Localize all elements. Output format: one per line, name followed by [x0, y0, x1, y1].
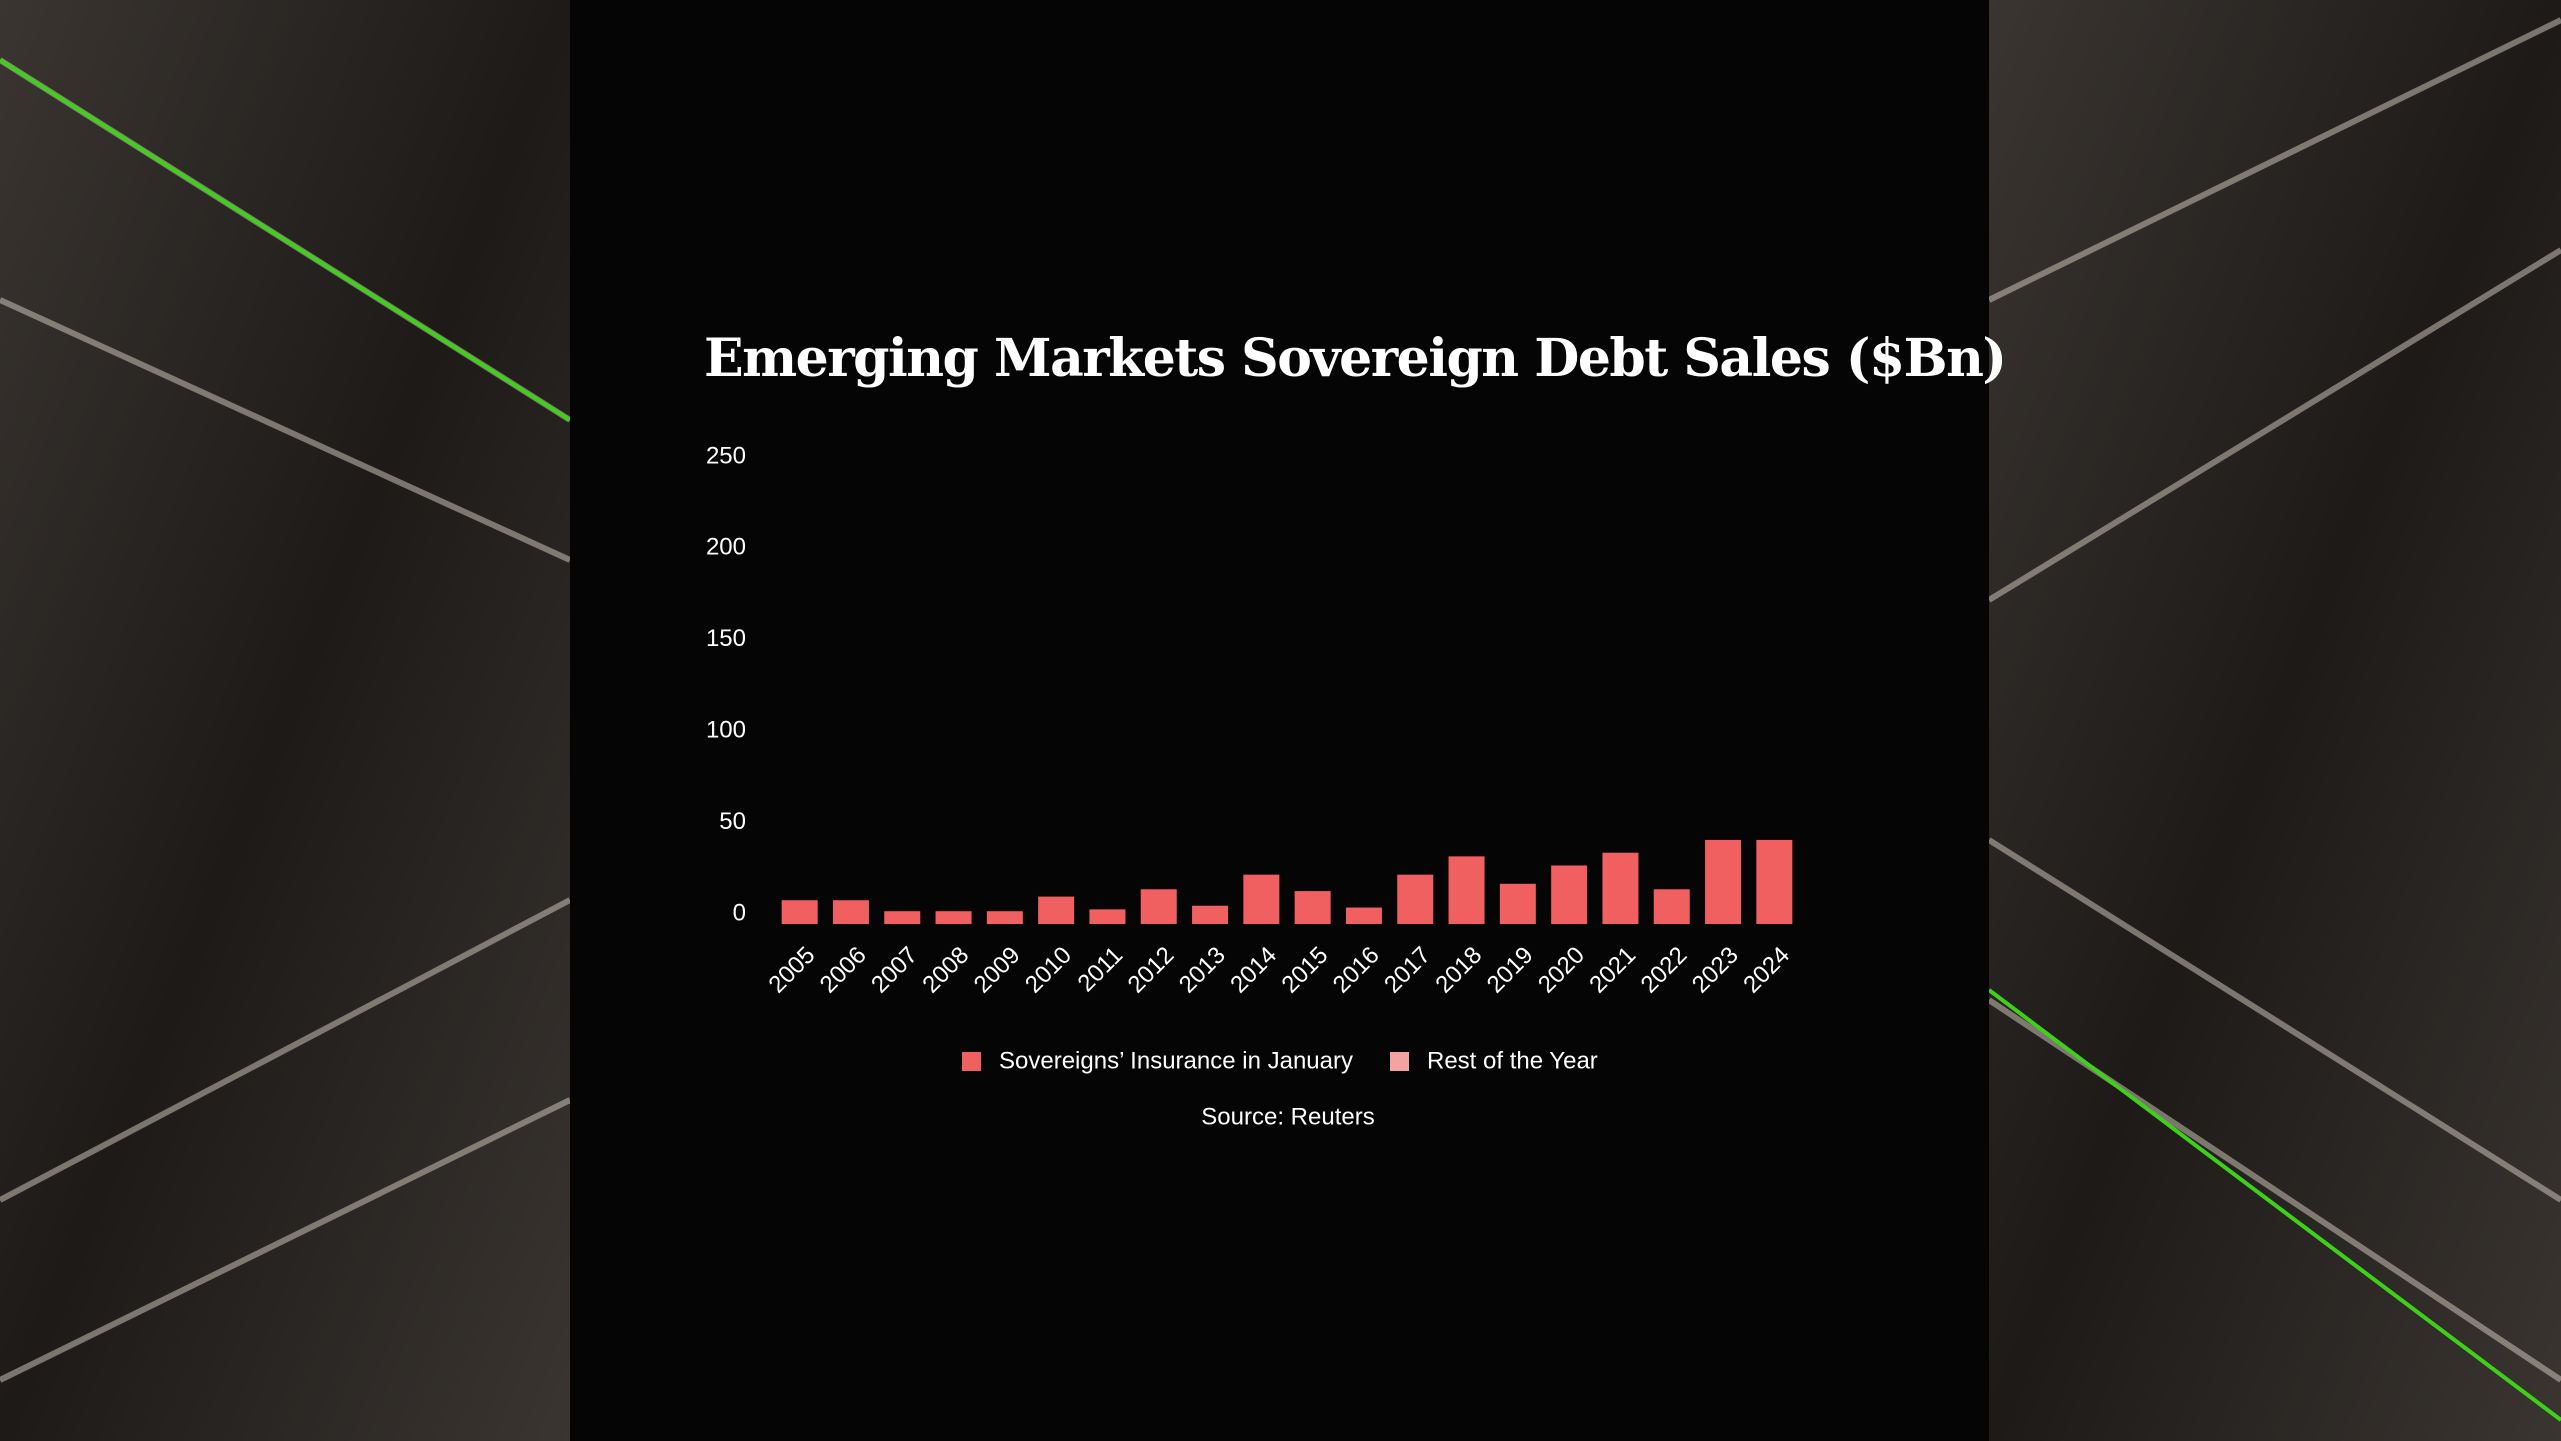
source: Source: Reuters [1201, 1103, 1374, 1130]
y-tick-label: 50 [719, 808, 746, 835]
bar [884, 911, 921, 924]
bar [1397, 874, 1434, 924]
accent-line [0, 58, 2561, 1422]
bar [986, 911, 1023, 924]
background-left [0, 0, 570, 1441]
y-tick-label: 150 [706, 625, 746, 652]
chart-panel [570, 0, 1989, 1441]
bar [1294, 891, 1331, 924]
y-tick-label: 200 [706, 534, 746, 561]
bar [1192, 905, 1229, 924]
bar [1602, 852, 1639, 924]
bar [1089, 909, 1126, 924]
road-lines [0, 17, 2561, 1383]
background-right [1989, 0, 2561, 1441]
legend-swatch [1390, 1052, 1409, 1071]
bar [781, 900, 818, 924]
legend-label: Sovereigns’ Insurance in January [999, 1047, 1353, 1074]
legend-label: Rest of the Year [1427, 1047, 1598, 1074]
bar [1499, 883, 1536, 924]
legend-swatch [962, 1052, 981, 1071]
bar [1551, 865, 1588, 924]
bar [1653, 889, 1690, 924]
bar [1756, 839, 1793, 924]
y-tick-label: 100 [706, 717, 746, 744]
chart-title: Emerging Markets Sovereign Debt Sales ($… [704, 328, 2006, 389]
y-tick-label: 0 [733, 899, 746, 926]
bar [1140, 889, 1177, 924]
bar [1038, 896, 1075, 924]
bar [1448, 856, 1485, 924]
bar [832, 900, 869, 924]
bar [935, 911, 972, 924]
bar [1345, 907, 1382, 924]
bar [1705, 839, 1742, 924]
y-tick-label: 250 [706, 442, 746, 469]
bar [1243, 874, 1280, 924]
